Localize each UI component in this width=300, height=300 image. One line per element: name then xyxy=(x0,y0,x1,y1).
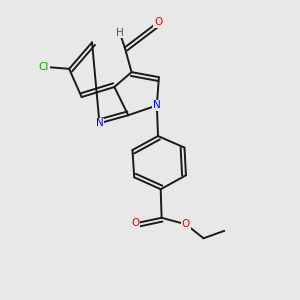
Text: O: O xyxy=(182,219,190,229)
Text: N: N xyxy=(153,100,161,110)
Text: N: N xyxy=(96,118,103,128)
Text: H: H xyxy=(116,28,124,38)
Text: O: O xyxy=(131,218,139,228)
Text: Cl: Cl xyxy=(39,62,49,72)
Text: O: O xyxy=(154,17,162,27)
